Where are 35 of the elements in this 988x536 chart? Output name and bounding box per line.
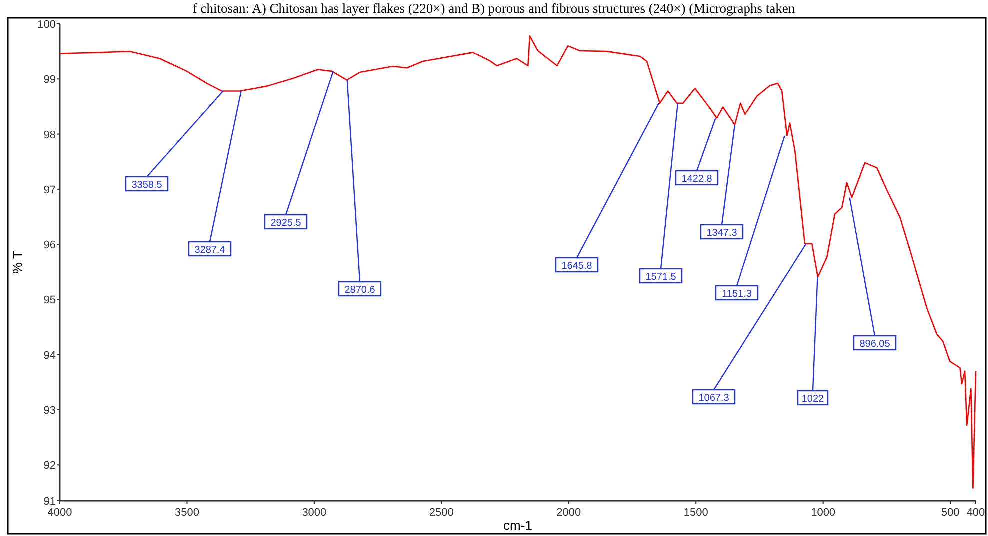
x-tick-label: 500 xyxy=(941,507,960,519)
y-tick-label: 98 xyxy=(44,129,56,142)
y-axis-title: % T xyxy=(10,251,25,274)
annotation: 1571.5 xyxy=(646,272,677,283)
annotation: 1645.8 xyxy=(562,261,593,272)
annotation: 2925.5 xyxy=(270,218,302,229)
annotation: 896.05 xyxy=(860,339,891,350)
annotation: 2870.6 xyxy=(344,285,376,296)
y-tick-label: 92 xyxy=(44,460,56,472)
annotation: 1347.3 xyxy=(706,228,738,239)
annotation: 1067.3 xyxy=(698,393,730,404)
x-tick-label: 400 xyxy=(966,507,986,519)
x-axis-title: cm-1 xyxy=(504,518,532,533)
y-tick-label: 99 xyxy=(44,74,56,86)
x-tick-label: 3500 xyxy=(174,507,200,519)
y-tick-label: 100 xyxy=(38,19,56,31)
annotation: 1151.3 xyxy=(722,289,752,300)
x-tick-label: 4000 xyxy=(48,507,72,519)
y-tick-label: 91 xyxy=(44,496,56,508)
x-tick-label: 2000 xyxy=(556,507,582,519)
x-tick-label: 3000 xyxy=(302,507,327,519)
annotation: 1022 xyxy=(802,394,825,405)
annotation: 3287.4 xyxy=(194,245,226,256)
line-series xyxy=(59,35,977,489)
y-tick-label: 95 xyxy=(44,294,56,307)
x-tick-label: 1500 xyxy=(684,507,708,519)
x-tick-label: 2500 xyxy=(429,507,454,519)
annotation: 1422.8 xyxy=(682,174,713,185)
annotation: 3358.5 xyxy=(132,180,163,191)
x-tick-label: 1000 xyxy=(811,507,836,519)
y-tick-label: 97 xyxy=(44,184,56,196)
y-tick-label: 96 xyxy=(44,240,56,252)
y-tick-label: 94 xyxy=(44,350,56,362)
text: f chitosan: A) Chitosan has layer flakes (220×) and B) porous and fibrous structures (240×) (Micrographs taken xyxy=(192,1,796,16)
y-tick-label: 93 xyxy=(44,405,56,418)
